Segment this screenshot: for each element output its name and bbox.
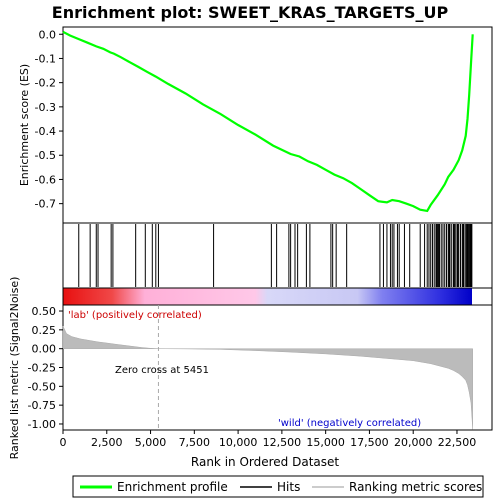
- x-axis: 0 2,500 5,000 7,500 10,000 12,500 15,000 17,500…: [60, 430, 477, 449]
- metric-y-tick-label: 0.00: [32, 343, 57, 356]
- x-tick-label: 10,000: [219, 436, 258, 449]
- positive-correlation-label: 'lab' (positively correlated): [68, 310, 202, 321]
- es-y-tick-label: -0.1: [35, 52, 56, 65]
- legend: Enrichment profile Hits Ranking metric sco…: [80, 480, 482, 494]
- hits-series: [78, 224, 473, 287]
- legend-box: [72, 475, 484, 498]
- metric-y-tick-label: -0.25: [28, 362, 56, 375]
- x-tick-label: 15,000: [306, 436, 345, 449]
- legend-label-hits: Hits: [277, 480, 300, 494]
- x-tick-label: 20,000: [394, 436, 433, 449]
- es-y-axis-label: Enrichment score (ES): [18, 64, 31, 186]
- metric-y-axis-label: Ranked list metric (Signal2Noise): [8, 277, 21, 460]
- x-tick-label: 12,500: [263, 436, 302, 449]
- metric-y-tick-label: -0.50: [28, 380, 56, 393]
- legend-label-ranking-metric: Ranking metric scores: [349, 480, 482, 494]
- es-y-tick-label: -0.6: [35, 173, 56, 186]
- metric-y-tick-label: 0.25: [32, 324, 57, 337]
- legend-label-enrichment-profile: Enrichment profile: [117, 480, 228, 494]
- es-y-tick-label: -0.2: [35, 77, 56, 90]
- metric-panel-frame: [62, 304, 493, 431]
- negative-correlation-label: 'wild' (negatively correlated): [278, 418, 421, 429]
- metric-series: [62, 305, 473, 430]
- es-y-axis: 0.0 -0.1 -0.2 -0.3 -0.4 -0.5 -0.6 -0.7: [35, 28, 63, 211]
- ranking-metric-area: [62, 325, 473, 430]
- es-y-tick-label: 0.0: [39, 28, 57, 41]
- metric-y-tick-label: 0.50: [32, 305, 57, 318]
- x-tick-label: 2,500: [91, 436, 123, 449]
- x-tick-label: 5,000: [135, 436, 167, 449]
- metric-y-axis: 0.50 0.25 0.00 -0.25 -0.50 -0.75 -1.00: [28, 305, 63, 431]
- es-profile-line: [62, 30, 474, 213]
- metric-y-tick-label: -1.00: [28, 418, 56, 431]
- ranking-color-bar: [63, 288, 472, 305]
- es-y-tick-label: -0.3: [35, 101, 56, 114]
- x-tick-label: 17,500: [350, 436, 389, 449]
- x-tick-label: 22,500: [438, 436, 477, 449]
- es-series: [62, 30, 474, 213]
- es-y-tick-label: -0.4: [35, 125, 56, 138]
- zero-cross-label: Zero cross at 5451: [115, 365, 209, 376]
- metric-y-tick-label: -0.75: [28, 399, 56, 412]
- es-y-tick-label: -0.7: [35, 198, 56, 211]
- chart-title: Enrichment plot: SWEET_KRAS_TARGETS_UP: [52, 3, 449, 22]
- x-tick-label: 0: [60, 436, 67, 449]
- es-y-tick-label: -0.5: [35, 149, 56, 162]
- x-tick-label: 7,500: [179, 436, 211, 449]
- x-axis-label: Rank in Ordered Dataset: [191, 455, 339, 469]
- es-panel-frame: [62, 26, 493, 224]
